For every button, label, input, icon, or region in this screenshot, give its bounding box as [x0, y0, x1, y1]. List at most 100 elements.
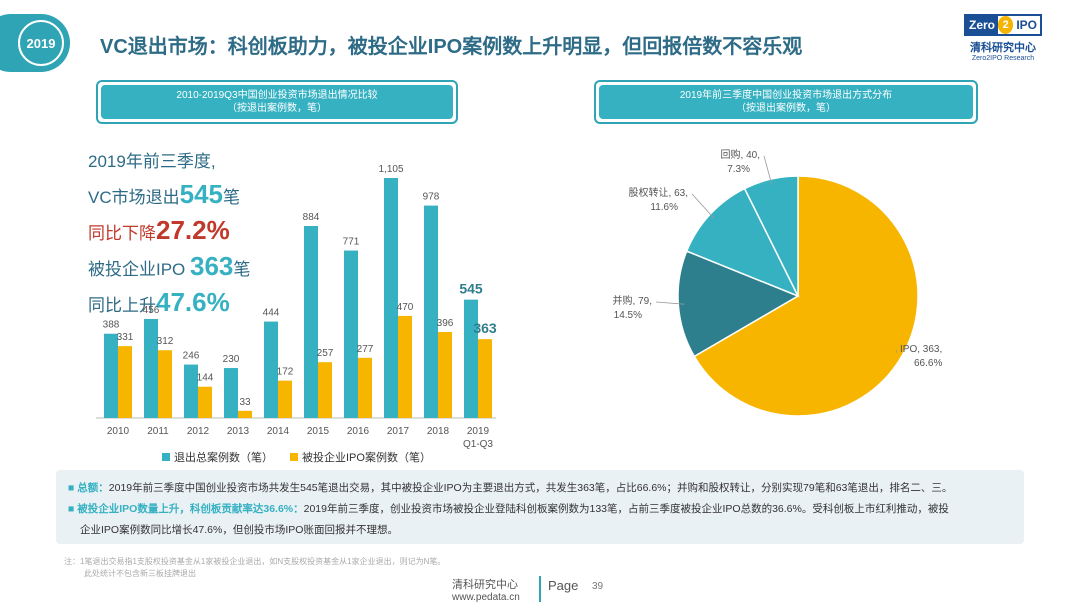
- bar-exits: [264, 321, 278, 418]
- x-tick-label: 2014: [267, 426, 290, 437]
- footer-url[interactable]: www.pedata.cn: [452, 592, 520, 603]
- pie-leader-line: [691, 193, 715, 219]
- x-tick-label: 2010: [107, 426, 130, 437]
- bar-exits: [104, 333, 118, 418]
- pie-chart-title: 2019年前三季度中国创业投资市场退出方式分布: [679, 90, 893, 101]
- bar-ipo: [358, 357, 372, 418]
- summary-text: 同比下降: [88, 224, 156, 243]
- summary-line-5: 同比上升47.6%: [88, 286, 250, 322]
- logo-ipo: IPO: [1016, 18, 1037, 32]
- bar-chart-header: 2010-2019Q3中国创业投资市场退出情况比较 （按退出案例数，笔）: [96, 80, 458, 124]
- x-tick-label: 2016: [347, 426, 370, 437]
- bar-ipo: [318, 362, 332, 418]
- summary-exits-value: 545: [179, 179, 224, 209]
- logo-cn: 清科研究中心: [970, 42, 1036, 54]
- year-badge-label: 2019: [18, 20, 64, 66]
- note-1-body: 2019年前三季度中国创业投资市场共发生545笔退出交易，其中被投企业IPO为主…: [108, 482, 953, 494]
- data-label-ipo: 470: [397, 302, 414, 313]
- data-label-exits: 444: [263, 308, 280, 319]
- summary-text: 被投企业IPO: [88, 260, 191, 279]
- legend-item-exits: 退出总案例数（笔）: [162, 449, 273, 465]
- x-tick-label: 2017: [387, 426, 410, 437]
- note-2-body: 2019年前三季度，创业投资市场被投企业登陆科创板案例数为133笔，占前三季度被…: [303, 503, 949, 515]
- bar-ipo: [278, 380, 292, 418]
- pie-slice-2: [677, 250, 800, 358]
- data-label-ipo: 172: [277, 367, 294, 378]
- data-label-ipo: 257: [317, 348, 334, 359]
- bar-ipo: [118, 346, 132, 418]
- pie-label-name: 股权转让, 63,: [629, 186, 688, 199]
- bar-ipo: [438, 331, 452, 418]
- footer-page-label: Page: [548, 578, 579, 593]
- footer-org: 清科研究中心: [452, 579, 518, 591]
- bar-exits: [144, 318, 158, 418]
- pie-label-pct: 14.5%: [614, 310, 642, 321]
- bar-exits: [384, 178, 398, 418]
- pie-slice-1: [693, 175, 919, 417]
- note-paragraph-1: ■ 总额：2019年前三季度中国创业投资市场共发生545笔退出交易，其中被投企业…: [68, 478, 1014, 499]
- summary-decline-value: 27.2%: [156, 215, 230, 245]
- data-label-exits: 978: [423, 192, 440, 203]
- note-bullet: ■: [68, 482, 78, 494]
- bar-ipo: [198, 386, 212, 418]
- note-bullet: ■: [68, 503, 78, 515]
- year-badge: 2019: [0, 14, 70, 72]
- summary-unit: 笔: [223, 188, 241, 207]
- pie-chart-header: 2019年前三季度中国创业投资市场退出方式分布 （按退出案例数，笔）: [594, 80, 978, 124]
- x-tick-label: 2015: [307, 426, 330, 437]
- summary-line-1: 2019年前三季度,: [88, 152, 216, 171]
- summary-line-3: 同比下降27.2%: [88, 214, 250, 250]
- legend-swatch-teal: [162, 453, 170, 461]
- bar-ipo: [238, 410, 252, 418]
- data-label-ipo: 331: [117, 332, 134, 343]
- data-label-exits: 230: [223, 354, 240, 365]
- note-2-head: 被投企业IPO数量上升，科创板贡献率达36.6%：: [77, 503, 304, 515]
- note-1-head: 总额：: [77, 482, 109, 494]
- footer-page-number: 39: [592, 581, 604, 592]
- data-label-exits: 884: [303, 212, 320, 223]
- data-label-exits: 771: [343, 237, 360, 248]
- data-label-ipo: 33: [239, 397, 251, 408]
- data-label-ipo: 277: [357, 344, 374, 355]
- pie-label-name: 回购, 40,: [721, 148, 760, 161]
- pie-label-pct: 11.6%: [650, 202, 678, 213]
- data-label-exits: 545: [459, 281, 483, 297]
- pie-label-name: 并购, 79,: [613, 294, 652, 307]
- bar-exits: [424, 205, 438, 418]
- data-label-exits: 246: [183, 351, 200, 362]
- page-title: VC退出市场：科创板助力，被投企业IPO案例数上升明显，但回报倍数不容乐观: [100, 36, 803, 58]
- pie-leader-line: [895, 349, 898, 353]
- bar-chart-subtitle: （按退出案例数，笔）: [227, 103, 327, 114]
- pie-label-pct: 66.6%: [914, 358, 942, 369]
- pie-slice-3: [685, 187, 800, 298]
- bar-chart-title: 2010-2019Q3中国创业投资市场退出情况比较: [176, 90, 378, 101]
- legend-item-ipo: 被投企业IPO案例数（笔）: [290, 449, 431, 465]
- footnote: 注：1笔退出交易指1支股权投资基金从1家被投企业退出，如N支股权投资基金从1家企…: [64, 556, 445, 580]
- pie-slice-4: [743, 175, 799, 297]
- summary-increase-value: 47.6%: [156, 287, 230, 317]
- zero2ipo-logo: Zero 2 IPO 清科研究中心 Zero2IPO Research: [964, 14, 1042, 62]
- summary-text: VC市场退出: [88, 188, 180, 207]
- bar-exits: [184, 364, 198, 418]
- summary-text: 同比上升: [88, 296, 156, 315]
- x-tick-label: Q1-Q3: [463, 439, 493, 450]
- bar-exits: [344, 250, 358, 418]
- legend-label-ipo: 被投企业IPO案例数（笔）: [302, 452, 431, 464]
- x-tick-label: 2013: [227, 426, 250, 437]
- data-label-ipo: 312: [157, 336, 174, 347]
- x-tick-label: 2011: [147, 426, 169, 437]
- summary-line-2: VC市场退出545笔: [88, 178, 250, 214]
- x-tick-label: 2018: [427, 426, 450, 437]
- data-label-ipo: 396: [437, 318, 454, 329]
- bar-exits: [304, 226, 318, 418]
- logo-two: 2: [998, 16, 1014, 34]
- bar-ipo: [398, 315, 412, 418]
- footnote-line-1: 注：1笔退出交易指1支股权投资基金从1家被投企业退出，如N支股权投资基金从1家企…: [64, 557, 446, 566]
- pie-label-pct: 7.3%: [727, 164, 750, 175]
- summary-ipo-value: 363: [190, 251, 234, 281]
- bar-exits: [464, 299, 478, 418]
- data-label-exits: 1,105: [378, 164, 403, 175]
- pie-chart-subtitle: （按退出案例数，笔）: [736, 103, 836, 114]
- bar-exits: [224, 368, 238, 418]
- bar-ipo: [478, 339, 492, 418]
